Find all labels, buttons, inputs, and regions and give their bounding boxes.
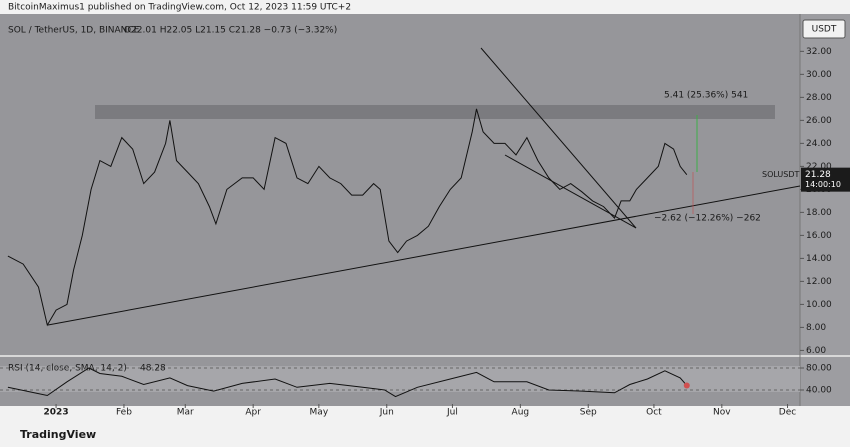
footer	[0, 406, 850, 447]
y-tick-label: 8.00	[806, 323, 826, 333]
y-tick-label: 14.00	[806, 254, 832, 264]
last-price: 21.28	[805, 170, 831, 180]
y-tick-label: 30.00	[806, 70, 832, 80]
currency-box	[802, 19, 846, 39]
rsi-band	[0, 366, 800, 392]
y-tick-label: 22.00	[806, 162, 832, 172]
publisher: BitcoinMaximus1 published on TradingView…	[8, 3, 351, 13]
x-tick-label: Oct	[646, 408, 662, 418]
header-bar	[0, 0, 850, 14]
price-line	[7, 108, 688, 327]
price-tag	[801, 167, 850, 192]
y-tick-label: 32.00	[806, 47, 832, 57]
y-tick-label: 10.00	[806, 300, 832, 310]
y-tick-label: 6.00	[806, 346, 826, 356]
wedge-bottom	[504, 154, 637, 229]
countdown: 14:00:10	[805, 180, 841, 189]
symbol-label: SOLUSDT	[762, 170, 800, 179]
x-tick-label: Dec	[779, 408, 796, 418]
y-tick-label: 24.00	[806, 139, 832, 149]
wedge-top	[480, 47, 637, 229]
x-tick-label: Feb	[116, 408, 132, 418]
x-tick-label: Apr	[245, 408, 261, 418]
x-tick-label: Nov	[713, 408, 731, 418]
y-tick-label: 12.00	[806, 277, 832, 287]
x-tick-label: Aug	[512, 408, 530, 418]
ohlc: O22.01 H22.05 L21.15 C21.28 −0.73 (−3.32…	[124, 26, 337, 36]
chart-title: SOL / TetherUS, 1D, BINANCE	[8, 26, 140, 36]
brand: TradingView	[20, 428, 96, 441]
x-tick-label: May	[310, 408, 329, 418]
y-tick-label: 16.00	[806, 231, 832, 241]
x-tick-label: Mar	[177, 408, 194, 418]
x-tick-label: 2023	[44, 408, 69, 418]
y-tick-label: 40.00	[806, 386, 832, 396]
rsi-value: 48.28	[140, 364, 166, 374]
y-tick-label: 26.00	[806, 116, 832, 126]
y-tick-label: 28.00	[806, 93, 832, 103]
y-tick-label: 80.00	[806, 364, 832, 374]
y-tick-label: 18.00	[806, 208, 832, 218]
x-tick-label: Sep	[580, 408, 597, 418]
price-line	[7, 367, 688, 398]
resistance-zone	[95, 105, 775, 119]
last-rsi	[683, 382, 690, 389]
currency: USDT	[812, 25, 837, 35]
x-tick-label: Jul	[446, 408, 458, 418]
measure-down-label: −2.62 (−12.26%) −262	[654, 214, 761, 224]
measure-up-label: 5.41 (25.36%) 541	[664, 91, 748, 101]
support-trendline	[47, 185, 801, 326]
x-tick-label: Jun	[379, 408, 394, 418]
plot-area	[0, 14, 800, 406]
